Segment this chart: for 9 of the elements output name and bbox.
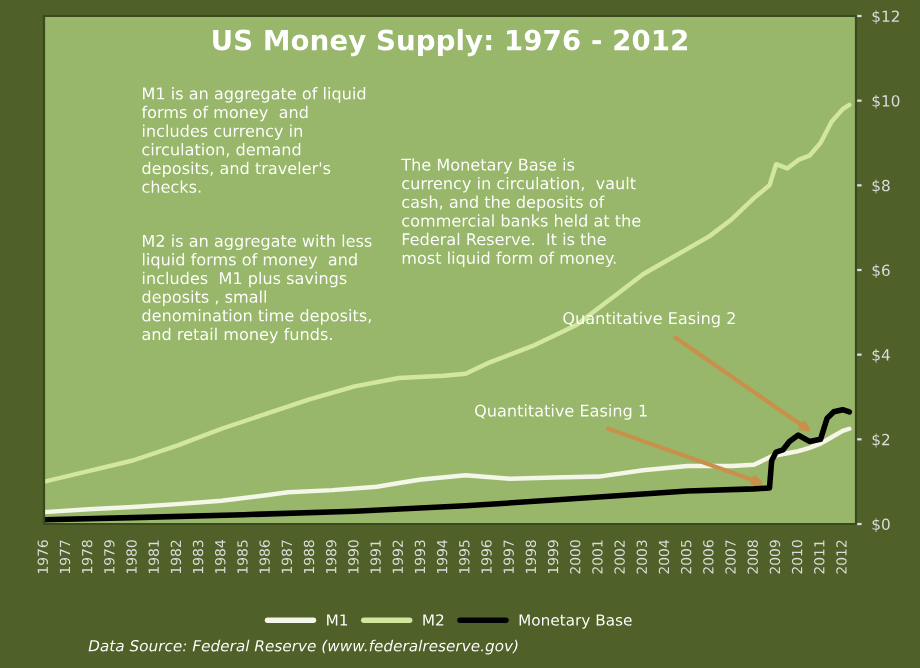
annotation: Quantitative Easing 2 [563,311,735,328]
annotation: Quantitative Easing 1 [475,404,647,420]
chart-title: US Money Supply: 1976 - 2012 [213,29,687,57]
annotation: The Monetary Base is currency in circulation, vault cash, and the deposits of commercial banks held at the Federal Reserve. It is the most liquid form of money. [401,158,641,268]
line-series [44,406,853,523]
line-series [44,426,852,515]
line-series [44,102,852,484]
annotation: M2 is an aggregate with less liquid forms of money and includes M1 plus savings deposits , small denomination time deposits, and retail money funds. [142,234,372,344]
annotation: M1 is an aggregate of liquid forms of money and includes currency in circulation, demand deposits, and traveler's checks. [141,87,366,193]
